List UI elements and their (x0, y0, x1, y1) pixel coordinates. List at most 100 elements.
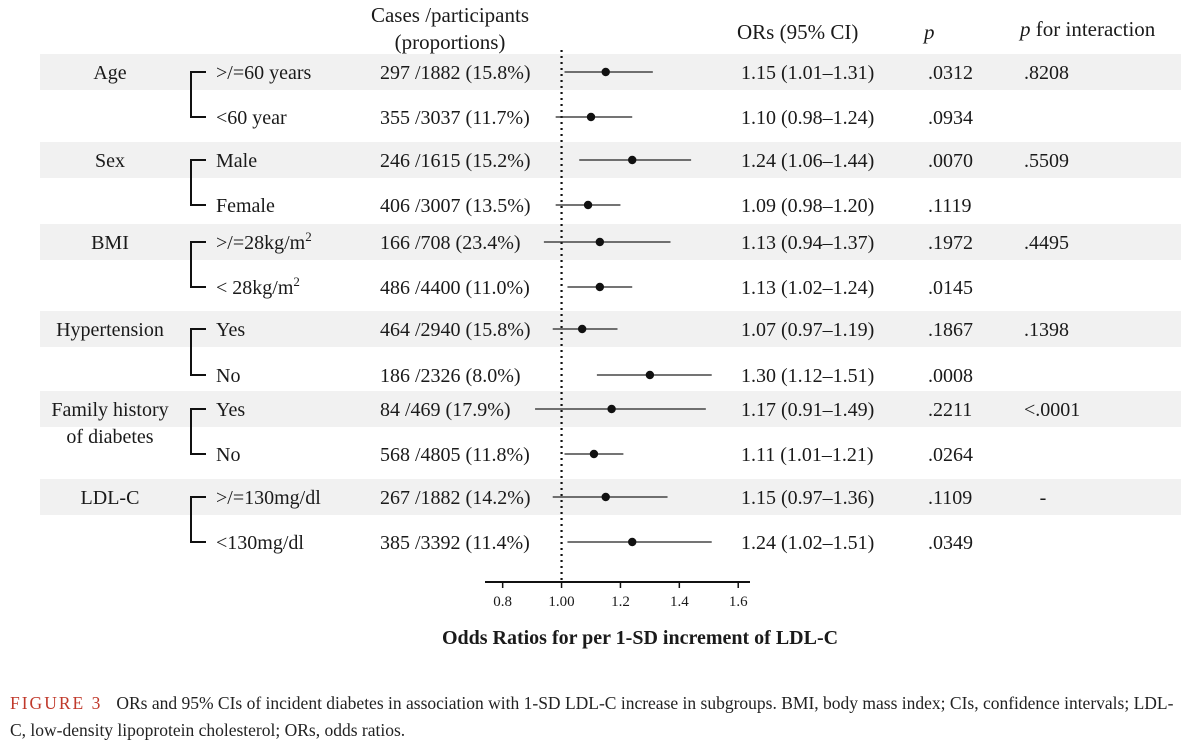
superscript: 2 (293, 274, 300, 289)
header-p-interaction: p for interaction (1018, 17, 1156, 41)
forest-plot: Cases /participants (proportions) ORs (9… (40, 3, 1181, 649)
p-value-cell: .1867 (928, 319, 973, 341)
ci-marks (535, 50, 712, 582)
header-ors: ORs (95% CI) (737, 20, 858, 44)
header-cases-line1: Cases /participants (371, 3, 529, 27)
p-interaction-value: .5509 (1024, 150, 1069, 172)
p-interaction-value: - (1040, 487, 1047, 509)
point-estimate (577, 324, 587, 334)
subgroup-label: of diabetes (66, 426, 153, 448)
figure-label: FIGURE 3 (10, 693, 103, 713)
cases-cell: 385 /3392 (11.4%) (380, 532, 530, 554)
subgroup-label: Age (93, 62, 126, 84)
subgroup-label: LDL-C (81, 487, 140, 509)
cases-cell: 166 /708 (23.4%) (380, 232, 521, 254)
cases-cell: 186 /2326 (8.0%) (380, 365, 521, 387)
or-ci-cell: 1.30 (1.12–1.51) (741, 365, 874, 387)
p-value-cell: .1972 (928, 232, 973, 254)
subgroup-label: Family history (51, 399, 168, 421)
subgroup-bracket (190, 328, 206, 376)
header-cases-line2: (proportions) (395, 30, 506, 54)
or-ci-cell: 1.13 (0.94–1.37) (741, 232, 874, 254)
point-estimate (601, 492, 610, 502)
cases-cell: 486 /4400 (11.0%) (380, 277, 530, 299)
p-value-cell: .0008 (928, 365, 973, 387)
data-rows: >/=60 years 297 /1882 (15.8%) 1.15 (1.01–1… (216, 62, 973, 554)
figure-caption: FIGURE 3 ORs and 95% CIs of incident diab… (10, 690, 1175, 744)
subgroup-labels: Age .8208 Sex .5509 BMI .4495 Hypertension .139… (51, 62, 1080, 543)
x-tick-label: 1.4 (670, 594, 689, 610)
row-shading (40, 54, 1181, 515)
subgroup-row-label: Female (216, 195, 275, 217)
subgroup-row-label: Yes (216, 319, 245, 341)
p-interaction-value: .1398 (1024, 319, 1069, 341)
header-p-interaction-p: p (1018, 17, 1031, 41)
p-value-cell: .2211 (928, 399, 972, 421)
subgroup-row-label: Yes (216, 399, 245, 421)
cases-cell: 406 /3007 (13.5%) (380, 195, 531, 217)
or-ci-cell: 1.15 (0.97–1.36) (741, 487, 874, 509)
point-estimate (589, 449, 599, 459)
p-interaction-value: .8208 (1024, 62, 1069, 84)
cases-cell: 355 /3037 (11.7%) (380, 107, 530, 129)
or-ci-cell: 1.24 (1.02–1.51) (741, 532, 874, 554)
or-ci-cell: 1.13 (1.02–1.24) (741, 277, 874, 299)
x-tick-label: 1.00 (548, 594, 574, 610)
x-tick-label: 1.2 (611, 594, 630, 610)
superscript: 2 (305, 229, 312, 244)
subgroup-row-label: >/=60 years (216, 62, 312, 84)
subgroup-bracket (190, 159, 206, 206)
point-estimate (595, 237, 605, 247)
subgroup-row-label: < 28kg/m2 (216, 274, 300, 299)
subgroup-bracket (190, 241, 206, 288)
p-value-cell: .0934 (928, 107, 973, 129)
cases-cell: 267 /1882 (14.2%) (380, 487, 531, 509)
cases-cell: 568 /4805 (11.8%) (380, 444, 530, 466)
cases-cell: 246 /1615 (15.2%) (380, 150, 531, 172)
subgroup-label: BMI (91, 232, 129, 254)
p-value-cell: .1109 (928, 487, 972, 509)
subgroup-label: Sex (95, 150, 125, 172)
column-headers: Cases /participants (proportions) ORs (9… (371, 3, 1156, 54)
subgroup-bracket (190, 408, 206, 455)
p-value-cell: .0349 (928, 532, 973, 554)
point-estimate (583, 200, 593, 210)
p-value-cell: .0264 (928, 444, 973, 466)
point-estimate (586, 112, 596, 122)
p-value-cell: .0070 (928, 150, 973, 172)
subgroup-row-label: >/=28kg/m2 (216, 229, 312, 254)
or-ci-cell: 1.15 (1.01–1.31) (741, 62, 874, 84)
subgroup-row-label: No (216, 444, 240, 466)
x-tick-label: 0.8 (493, 594, 512, 610)
p-value-cell: .1119 (928, 195, 972, 217)
or-ci-cell: 1.24 (1.06–1.44) (741, 150, 874, 172)
or-ci-cell: 1.11 (1.01–1.21) (741, 444, 874, 466)
point-estimate (595, 282, 605, 292)
subgroup-row-label: <130mg/dl (216, 532, 304, 554)
subgroup-row-label: >/=130mg/dl (216, 487, 321, 509)
subgroup-row-label: No (216, 365, 240, 387)
point-estimate (645, 370, 655, 380)
p-interaction-value: <.0001 (1024, 399, 1080, 421)
cases-cell: 84 /469 (17.9%) (380, 399, 511, 421)
caption-text: ORs and 95% CIs of incident diabetes in … (10, 693, 1174, 740)
subgroup-row-label: Male (216, 150, 257, 172)
point-estimate (628, 155, 637, 165)
x-axis: 0.8 1.00 1.2 1.4 1.6 Odds Ratios for per 1-SD… (442, 581, 838, 649)
point-estimate (628, 537, 637, 547)
or-ci-cell: 1.10 (0.98–1.24) (741, 107, 874, 129)
subgroup-row-label: <60 year (216, 107, 287, 129)
point-estimate (607, 404, 616, 414)
or-ci-cell: 1.07 (0.97–1.19) (741, 319, 874, 341)
p-value-cell: .0312 (928, 62, 973, 84)
cases-cell: 297 /1882 (15.8%) (380, 62, 531, 84)
header-p-interaction-rest: for interaction (1031, 17, 1156, 41)
p-interaction-value: .4495 (1024, 232, 1069, 254)
or-ci-cell: 1.17 (0.91–1.49) (741, 399, 874, 421)
subgroup-bracket (190, 71, 206, 118)
p-value-cell: .0145 (928, 277, 973, 299)
x-axis-label: Odds Ratios for per 1-SD increment of LD… (442, 627, 838, 649)
header-p: p (922, 20, 935, 44)
cases-cell: 464 /2940 (15.8%) (380, 319, 531, 341)
or-ci-cell: 1.09 (0.98–1.20) (741, 195, 874, 217)
